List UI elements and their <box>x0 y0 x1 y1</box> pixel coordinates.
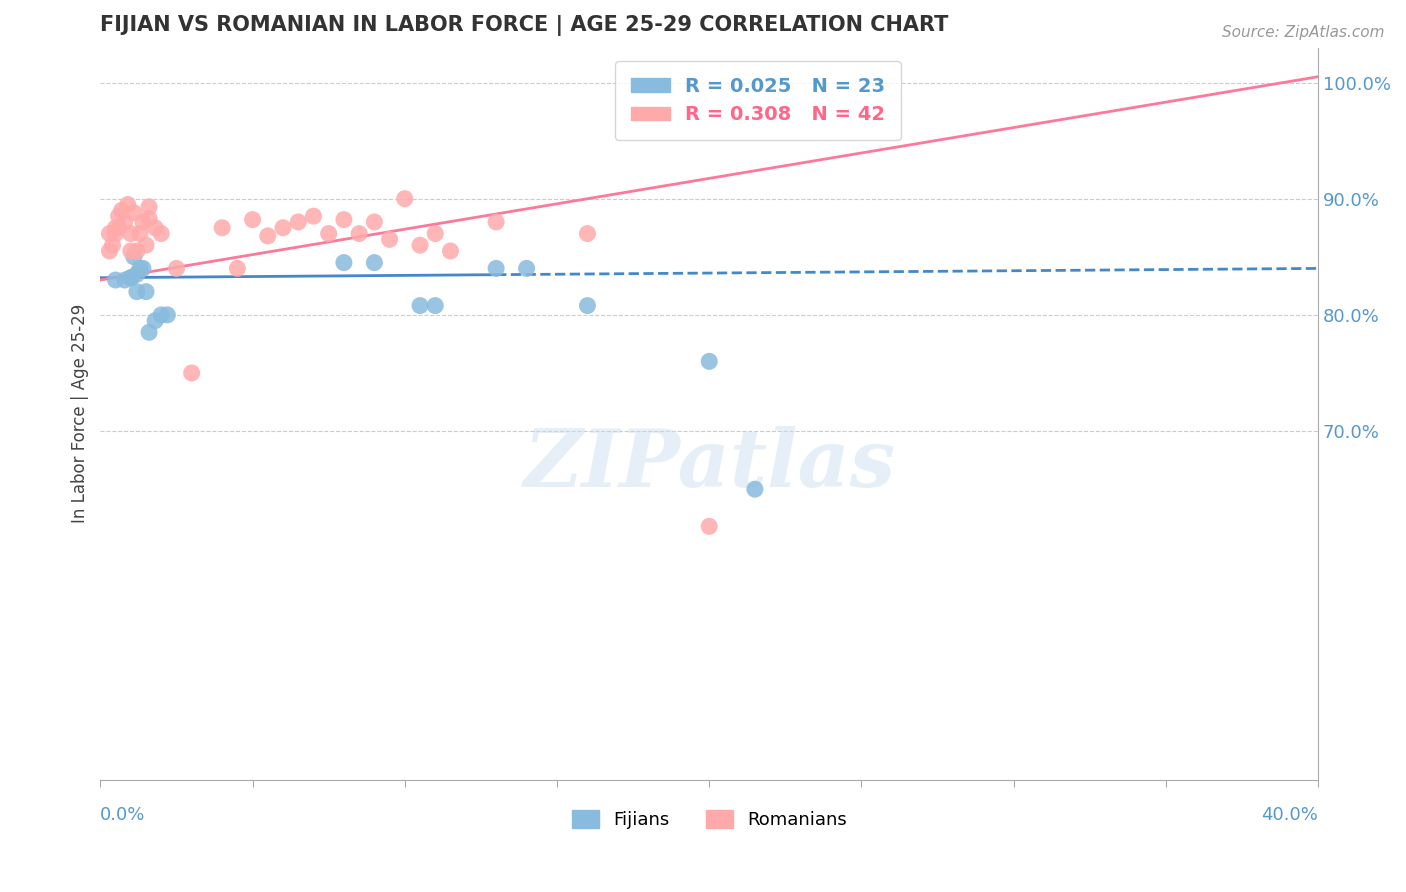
Point <box>132 261 155 276</box>
Point <box>485 261 508 276</box>
Point <box>425 227 447 241</box>
Point <box>143 220 166 235</box>
Point <box>122 205 145 219</box>
Point <box>125 267 148 281</box>
Point <box>143 314 166 328</box>
Point <box>226 261 249 276</box>
Point <box>129 261 152 276</box>
Point <box>697 354 720 368</box>
Point <box>485 215 508 229</box>
Point <box>101 238 124 252</box>
Point <box>744 482 766 496</box>
Point <box>211 220 233 235</box>
Text: ZIPatlas: ZIPatlas <box>523 426 896 504</box>
Point <box>120 270 142 285</box>
Point <box>114 273 136 287</box>
Y-axis label: In Labor Force | Age 25-29: In Labor Force | Age 25-29 <box>72 304 89 524</box>
Point <box>439 244 461 258</box>
Point <box>107 209 129 223</box>
Point <box>394 192 416 206</box>
Point <box>107 220 129 235</box>
Point <box>125 244 148 258</box>
Point <box>129 227 152 241</box>
Point <box>378 232 401 246</box>
Point <box>363 255 385 269</box>
Point <box>302 209 325 223</box>
Point <box>333 255 356 269</box>
Point <box>138 211 160 226</box>
Text: FIJIAN VS ROMANIAN IN LABOR FORCE | AGE 25-29 CORRELATION CHART: FIJIAN VS ROMANIAN IN LABOR FORCE | AGE … <box>100 15 949 36</box>
Point <box>576 299 599 313</box>
Point <box>409 238 432 252</box>
Point <box>138 326 160 340</box>
Point <box>120 270 142 285</box>
Point <box>333 212 356 227</box>
Point <box>271 220 294 235</box>
Point <box>98 244 121 258</box>
Point <box>98 227 121 241</box>
Point <box>135 238 157 252</box>
Text: Source: ZipAtlas.com: Source: ZipAtlas.com <box>1222 25 1385 40</box>
Point <box>180 366 202 380</box>
Point <box>242 212 264 227</box>
Point <box>132 215 155 229</box>
Point <box>425 299 447 313</box>
Point <box>156 308 179 322</box>
Point <box>576 227 599 241</box>
Point <box>363 215 385 229</box>
Point <box>111 203 134 218</box>
Point <box>150 308 173 322</box>
Point <box>120 227 142 241</box>
Point <box>409 299 432 313</box>
Point <box>135 285 157 299</box>
Point <box>287 215 309 229</box>
Legend: Fijians, Romanians: Fijians, Romanians <box>564 803 853 837</box>
Point <box>120 244 142 258</box>
Text: 40.0%: 40.0% <box>1261 805 1319 824</box>
Point <box>114 215 136 229</box>
Point <box>125 285 148 299</box>
Point <box>150 227 173 241</box>
Point <box>166 261 188 276</box>
Text: 0.0%: 0.0% <box>100 805 146 824</box>
Point <box>122 250 145 264</box>
Point <box>117 197 139 211</box>
Point <box>104 220 127 235</box>
Point <box>138 200 160 214</box>
Point <box>256 228 278 243</box>
Point <box>697 519 720 533</box>
Point <box>516 261 538 276</box>
Point <box>347 227 370 241</box>
Point <box>318 227 340 241</box>
Point <box>104 273 127 287</box>
Point <box>104 227 127 241</box>
